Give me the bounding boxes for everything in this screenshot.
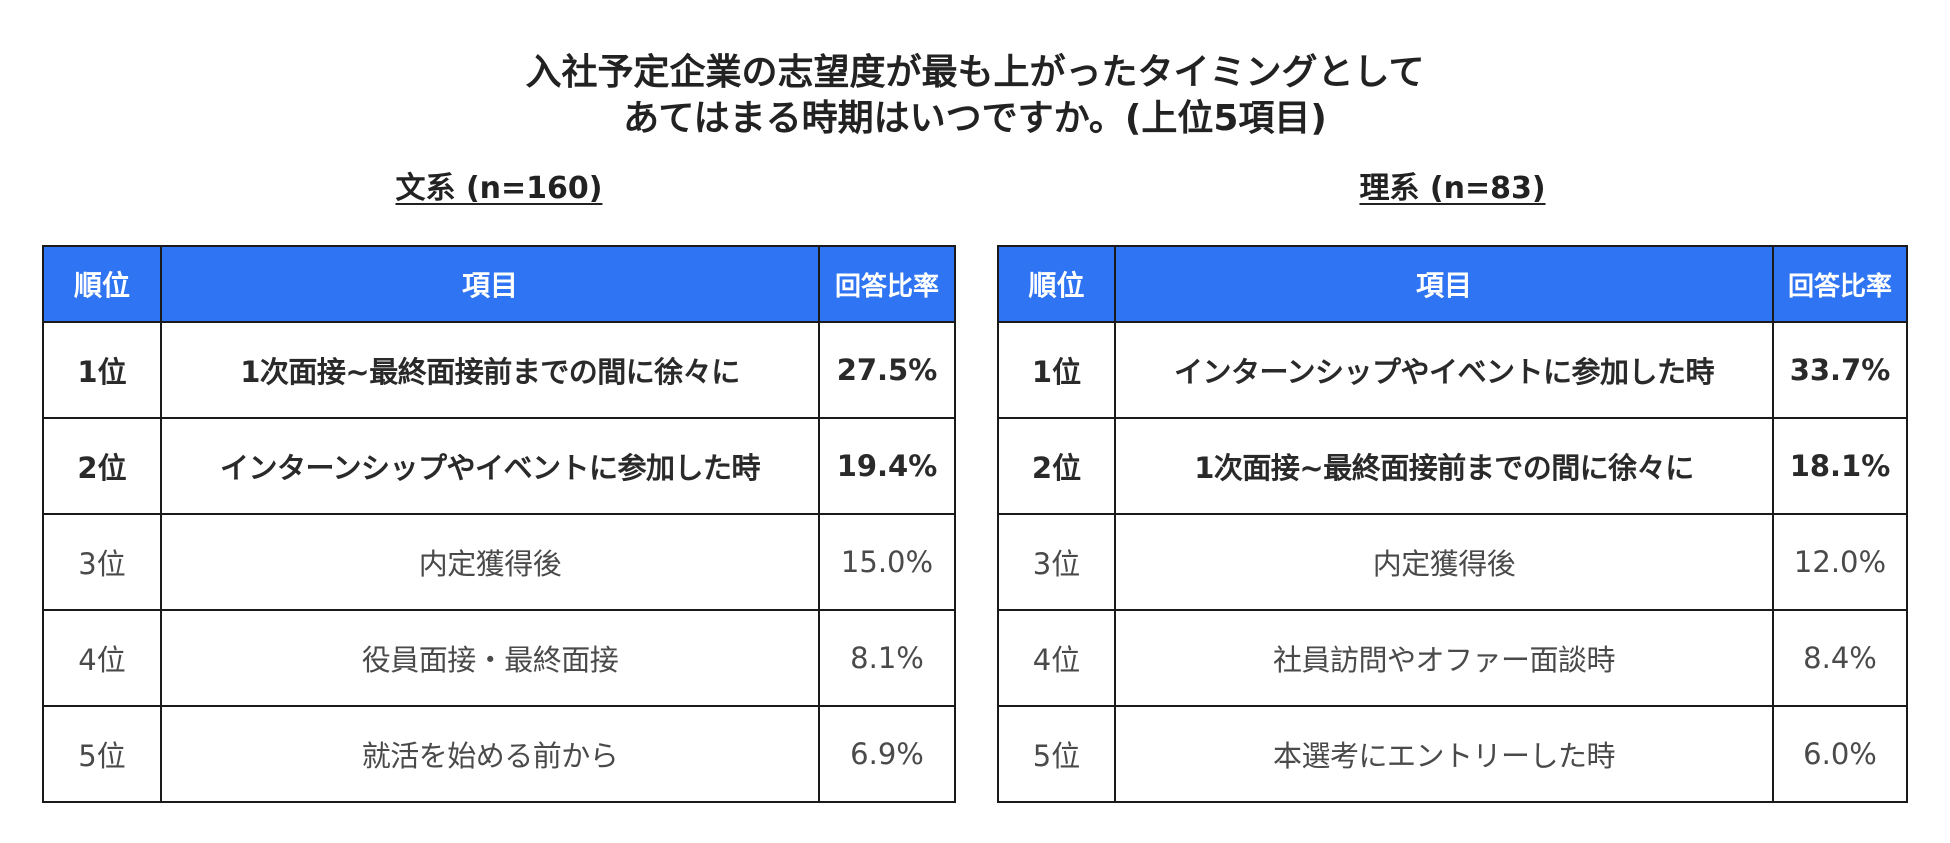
bunkei-ranking-table: 順位 項目 回答比率 1位 1次面接~最終面接前までの間に徐々に 27.5% 2… [42,245,956,803]
table-header-row: 順位 項目 回答比率 [997,245,1908,323]
rate-cell: 18.1% [1772,417,1908,515]
item-cell: 本選考にエントリーした時 [1114,705,1774,803]
table-header-row: 順位 項目 回答比率 [42,245,956,323]
bunkei-panel: 文系 (n=160) 順位 項目 回答比率 1位 1次面接~最終面接前までの間に… [42,168,956,803]
header-rate: 回答比率 [818,245,956,323]
rikei-title-text: 理系 (n=83) [1359,171,1546,206]
bunkei-title-text: 文系 (n=160) [395,171,603,206]
table-row: 5位 就活を始める前から 6.9% [42,705,956,803]
table-row: 2位 インターンシップやイベントに参加した時 19.4% [42,417,956,515]
item-cell: 社員訪問やオファー面談時 [1114,609,1774,707]
table-row: 3位 内定獲得後 15.0% [42,513,956,611]
rank-cell: 5位 [42,705,162,803]
rate-cell: 33.7% [1772,321,1908,419]
main-title: 入社予定企業の志望度が最も上がったタイミングとして あてはまる時期はいつですか。… [0,50,1950,142]
table-row: 5位 本選考にエントリーした時 6.0% [997,705,1908,803]
item-cell: 1次面接~最終面接前までの間に徐々に [1114,417,1774,515]
table-row: 1位 インターンシップやイベントに参加した時 33.7% [997,321,1908,419]
main-title-line1: 入社予定企業の志望度が最も上がったタイミングとして [525,52,1425,93]
rank-cell: 4位 [997,609,1116,707]
item-cell: インターンシップやイベントに参加した時 [1114,321,1774,419]
rate-cell: 27.5% [818,321,956,419]
rank-cell: 5位 [997,705,1116,803]
rikei-panel-title: 理系 (n=83) [997,168,1908,210]
header-item: 項目 [1114,245,1774,323]
item-cell: 1次面接~最終面接前までの間に徐々に [160,321,820,419]
rank-cell: 2位 [997,417,1116,515]
rank-cell: 3位 [997,513,1116,611]
item-cell: 役員面接・最終面接 [160,609,820,707]
header-rank: 順位 [42,245,162,323]
rank-cell: 1位 [997,321,1116,419]
header-rank: 順位 [997,245,1116,323]
item-cell: 就活を始める前から [160,705,820,803]
table-row: 4位 役員面接・最終面接 8.1% [42,609,956,707]
item-cell: インターンシップやイベントに参加した時 [160,417,820,515]
item-cell: 内定獲得後 [160,513,820,611]
rate-cell: 15.0% [818,513,956,611]
rate-cell: 8.4% [1772,609,1908,707]
main-title-line2: あてはまる時期はいつですか。(上位5項目) [623,98,1327,139]
rank-cell: 4位 [42,609,162,707]
rate-cell: 8.1% [818,609,956,707]
header-item: 項目 [160,245,820,323]
rank-cell: 1位 [42,321,162,419]
rate-cell: 19.4% [818,417,956,515]
rate-cell: 6.0% [1772,705,1908,803]
rank-cell: 3位 [42,513,162,611]
item-cell: 内定獲得後 [1114,513,1774,611]
table-row: 1位 1次面接~最終面接前までの間に徐々に 27.5% [42,321,956,419]
table-row: 2位 1次面接~最終面接前までの間に徐々に 18.1% [997,417,1908,515]
table-row: 4位 社員訪問やオファー面談時 8.4% [997,609,1908,707]
rikei-panel: 理系 (n=83) 順位 項目 回答比率 1位 インターンシップやイベントに参加… [997,168,1908,803]
rate-cell: 6.9% [818,705,956,803]
rikei-ranking-table: 順位 項目 回答比率 1位 インターンシップやイベントに参加した時 33.7% … [997,245,1908,803]
rank-cell: 2位 [42,417,162,515]
table-row: 3位 内定獲得後 12.0% [997,513,1908,611]
header-rate: 回答比率 [1772,245,1908,323]
rate-cell: 12.0% [1772,513,1908,611]
bunkei-panel-title: 文系 (n=160) [42,168,956,210]
